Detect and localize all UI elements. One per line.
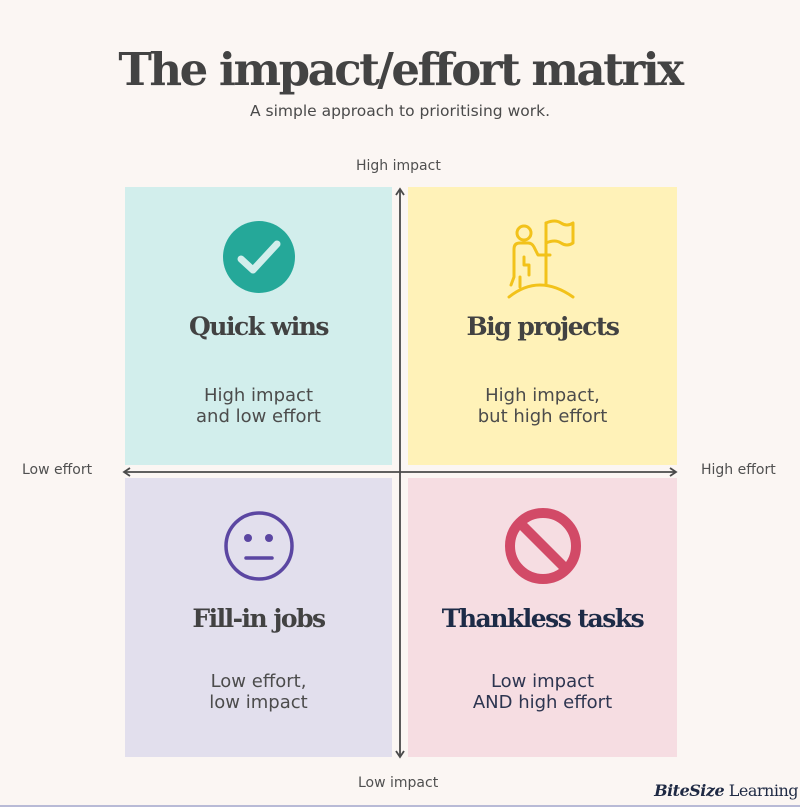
quadrant-description: Low effort, low impact [125, 671, 392, 713]
quadrant-description-line: Low impact [490, 671, 595, 692]
quadrant-thankless-tasks: Thankless tasks Low impact AND high effo… [408, 478, 677, 757]
quadrant-description: High impact and low effort [125, 385, 392, 427]
bottom-divider [0, 805, 800, 807]
page-title: The impact/effort matrix [118, 43, 684, 96]
quadrant-title: Quick wins [189, 312, 329, 341]
quadrant-description-line: but high effort [477, 406, 608, 427]
quadrant-description-line: High impact, [485, 385, 600, 406]
axis-label-low-impact: Low impact [358, 775, 439, 791]
quadrant-description-line: low impact [209, 692, 308, 713]
axis-label-high-effort: High effort [701, 462, 776, 478]
quadrant-big-projects: Big projects High impact, but high effor… [408, 187, 677, 465]
quadrant-description-line: AND high effort [472, 692, 613, 713]
quadrant-description: Low impact AND high effort [408, 671, 677, 713]
arrow-left-icon [122, 467, 131, 477]
quadrant-description-line: Low effort, [210, 671, 307, 692]
arrow-right-icon [669, 467, 678, 477]
quadrant-quick-wins: Quick wins High impact and low effort [125, 187, 392, 465]
quadrant-description: High impact, but high effort [408, 385, 677, 427]
page-subtitle: A simple approach to prioritising work. [249, 102, 551, 120]
quadrant-description-line: High impact [203, 385, 314, 406]
quadrant-description-line: and low effort [196, 406, 321, 427]
axis-label-low-effort: Low effort [22, 462, 93, 478]
person-flag-mountain-icon [507, 219, 574, 299]
quadrant-title: Fill-in jobs [192, 604, 326, 633]
quadrant-title: Big projects [466, 312, 620, 341]
brand-bold: BiteSize [654, 781, 725, 800]
arrow-up-icon [395, 187, 405, 196]
arrow-down-icon [395, 750, 405, 759]
brand-logo: BiteSize Learning [654, 781, 798, 800]
quadrant-fill-in-jobs: Fill-in jobs Low effort, low impact [125, 478, 392, 757]
neutral-face-icon [223, 511, 294, 581]
quadrant-title: Thankless tasks [441, 604, 645, 633]
brand-regular: Learning [724, 781, 799, 800]
prohibited-icon [504, 508, 581, 584]
check-circle-icon [222, 221, 295, 293]
axis-label-high-impact: High impact [356, 158, 441, 174]
